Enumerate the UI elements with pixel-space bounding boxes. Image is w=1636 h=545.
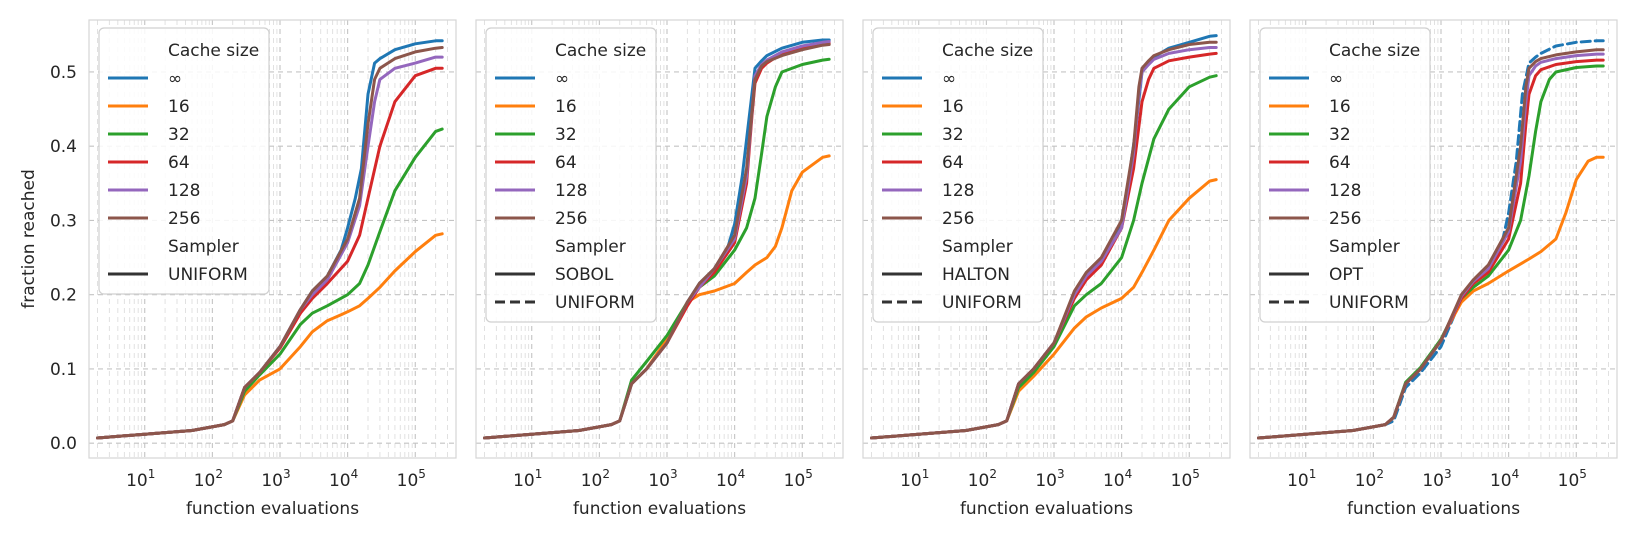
legend-sampler-title: Sampler [1329, 237, 1400, 257]
x-tick-label: 105 [1171, 467, 1200, 491]
legend-sampler-label: UNIFORM [942, 293, 1022, 313]
legend-entry-label: 32 [168, 125, 190, 145]
y-tick-label: 0.4 [50, 137, 77, 157]
panel-sobol: 101 102 103 104 105 function evaluations Cache… [475, 19, 844, 519]
legend-entry-label: 64 [942, 153, 964, 173]
legend-entry-label: 128 [1329, 181, 1361, 201]
x-tick-label: 103 [1422, 467, 1451, 491]
legend-box [98, 27, 270, 295]
x-tick-label: 104 [716, 467, 745, 491]
legend-title: Cache size [1329, 41, 1420, 61]
panel-halton: 101 102 103 104 105 function evaluations Cache… [862, 19, 1231, 519]
x-axis-label: function evaluations [1347, 499, 1520, 519]
legend-entry-label: 256 [555, 209, 587, 229]
legend-entry-label: 32 [942, 125, 964, 145]
legend-entry-label: 32 [555, 125, 577, 145]
y-tick-label: 0.2 [50, 286, 77, 306]
legend-title: Cache size [942, 41, 1033, 61]
legend-sampler-label: HALTON [942, 265, 1010, 285]
legend-title: Cache size [555, 41, 646, 61]
legend-sampler-title: Sampler [555, 237, 626, 257]
legend-sampler-label: SOBOL [555, 265, 614, 285]
plot-frame [1249, 19, 1618, 459]
legend-sampler-label: UNIFORM [555, 293, 635, 313]
x-tick-label: 101 [1287, 467, 1316, 491]
legend-box [872, 27, 1044, 323]
legend-sampler-title: Sampler [168, 237, 239, 257]
series-line-256 [1257, 48, 1605, 440]
x-tick-label: 104 [1103, 467, 1132, 491]
legend-entry-label: 16 [555, 97, 577, 117]
legend: Cache size ∞ 16 32 64 128 256 Sampler OPT UNIFORM [1259, 27, 1431, 323]
legend-entry-label: ∞ [1329, 69, 1343, 89]
x-tick-label: 104 [329, 467, 358, 491]
legend-title: Cache size [168, 41, 259, 61]
plot-frame [475, 19, 844, 459]
plot-frame [862, 19, 1231, 459]
legend-entry-label: 128 [942, 181, 974, 201]
x-tick-label: 102 [581, 467, 610, 491]
x-axis-label: function evaluations [573, 499, 746, 519]
legend-entry-label: 32 [1329, 125, 1351, 145]
x-tick-label: 102 [1355, 467, 1384, 491]
legend-entry-label: 256 [942, 209, 974, 229]
legend: Cache size ∞ 16 32 64 128 256 Sampler SOBOL UNIFO… [485, 27, 657, 323]
legend-entry-label: 64 [168, 153, 190, 173]
legend: Cache size ∞ 16 32 64 128 256 Sampler HALTON UNIF… [872, 27, 1044, 323]
x-axis-label: function evaluations [186, 499, 359, 519]
y-axis-label: fraction reached [19, 169, 39, 309]
legend-entry-label: ∞ [555, 69, 569, 89]
x-tick-label: 102 [968, 467, 997, 491]
legend-entry-label: 128 [555, 181, 587, 201]
x-tick-label: 104 [1490, 467, 1519, 491]
panel-uniform: 0.0 0.1 0.2 0.3 0.4 0.5 101 102 103 104 105 functio… [19, 19, 457, 519]
x-tick-label: 101 [900, 467, 929, 491]
x-tick-label: 105 [397, 467, 426, 491]
legend-entry-label: 16 [942, 97, 964, 117]
x-tick-label: 103 [261, 467, 290, 491]
legend-entry-label: 16 [1329, 97, 1351, 117]
legend-box [1259, 27, 1431, 323]
legend-entry-label: 256 [1329, 209, 1361, 229]
legend-box [485, 27, 657, 323]
x-tick-label: 102 [194, 467, 223, 491]
series-line-256 [483, 43, 831, 440]
y-tick-label: 0.1 [50, 360, 77, 380]
x-tick-label: 101 [126, 467, 155, 491]
y-tick-label: 0.0 [50, 434, 77, 454]
legend-sampler-title: Sampler [942, 237, 1013, 257]
x-tick-label: 105 [1558, 467, 1587, 491]
legend-sampler-label: UNIFORM [168, 265, 248, 285]
y-tick-label: 0.3 [50, 211, 77, 231]
x-tick-label: 101 [513, 467, 542, 491]
x-tick-label: 105 [784, 467, 813, 491]
y-tick-label: 0.5 [50, 63, 77, 83]
series-line-256 [870, 40, 1218, 440]
x-axis-label: function evaluations [960, 499, 1133, 519]
legend-sampler-label: OPT [1329, 265, 1364, 285]
legend-sampler-label: UNIFORM [1329, 293, 1409, 313]
legend-entry-label: 16 [168, 97, 190, 117]
plot-frame [88, 19, 457, 459]
legend-entry-label: 64 [1329, 153, 1351, 173]
legend-entry-label: ∞ [168, 69, 182, 89]
panel-opt: 101 102 103 104 105 function evaluations Cache… [1249, 19, 1618, 519]
legend: Cache size ∞ 16 32 64 128 256 Sampler UNIFORM [98, 27, 270, 295]
x-tick-label: 103 [648, 467, 677, 491]
legend-entry-label: 64 [555, 153, 577, 173]
series-line-256 [96, 46, 444, 440]
legend-entry-label: 128 [168, 181, 200, 201]
legend-entry-label: 256 [168, 209, 200, 229]
legend-entry-label: ∞ [942, 69, 956, 89]
x-tick-label: 103 [1035, 467, 1064, 491]
